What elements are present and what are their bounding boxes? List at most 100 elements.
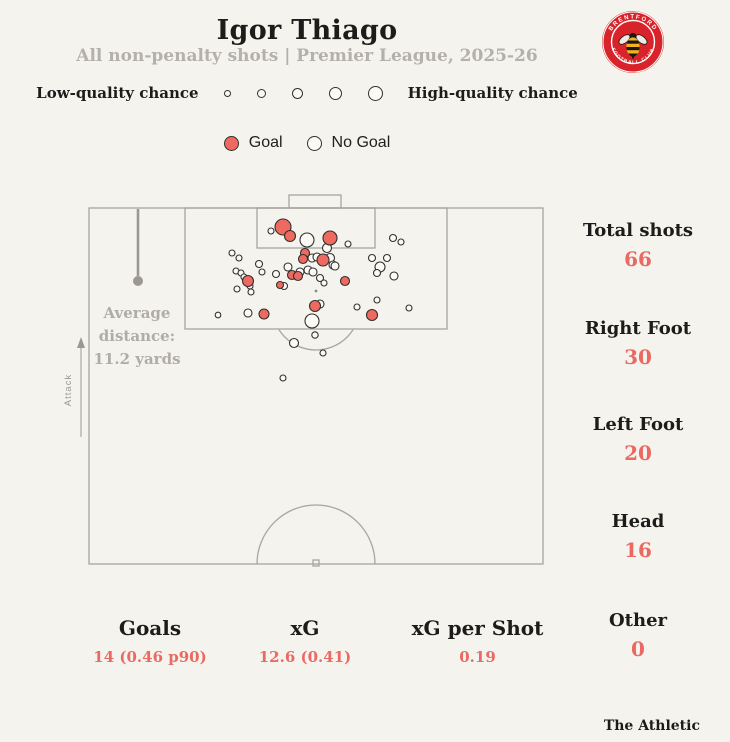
goal-dot-icon — [223, 135, 239, 151]
stat-label: Total shots — [582, 220, 694, 241]
page-title: Igor Thiago — [216, 15, 398, 46]
stat-label: xG per Shot — [411, 616, 544, 640]
shot-goal — [339, 275, 351, 287]
quality-size-circle — [223, 89, 231, 97]
quality-size-circle — [367, 85, 383, 101]
no-goal-label: No Goal — [331, 134, 391, 151]
shot-goal — [316, 253, 330, 267]
stat-label: xG — [290, 616, 320, 640]
outcome-legend: Goal No Goal — [0, 133, 614, 153]
shot-layer — [214, 218, 413, 382]
svg-text:Average: Average — [103, 304, 171, 322]
shot-no-goal — [283, 262, 293, 272]
attack-label: Attack — [63, 374, 74, 406]
stat-value: 12.6 (0.41) — [258, 648, 352, 666]
shot-no-goal — [228, 249, 236, 257]
shot-no-goal — [372, 268, 382, 278]
arrow-up-icon — [77, 337, 85, 348]
shot-goal — [275, 280, 285, 290]
shot-no-goal — [299, 232, 315, 248]
shot-no-goal — [373, 296, 381, 304]
stat-value: 14 (0.46 p90) — [93, 648, 207, 666]
penalty-spot — [314, 289, 318, 293]
shot-no-goal — [247, 288, 255, 296]
goal-frame — [288, 194, 342, 209]
stat-label: Head — [611, 511, 665, 532]
stat-label: Other — [608, 610, 668, 631]
stat-value: 0 — [631, 637, 645, 661]
shot-no-goal — [243, 308, 253, 318]
shot-goal — [308, 299, 322, 313]
shot-no-goal — [344, 240, 352, 248]
brentford-badge-icon: BRENTFORD FOOTBALL CLUB — [602, 11, 664, 73]
stat-value: 66 — [624, 247, 652, 271]
shot-no-goal — [388, 233, 398, 243]
shot-no-goal — [405, 304, 413, 312]
penalty-arc — [278, 329, 354, 351]
shot-no-goal — [258, 268, 266, 276]
shot-no-goal — [308, 267, 318, 277]
shot-goal — [292, 270, 304, 282]
shot-no-goal — [214, 311, 222, 319]
shot-no-goal — [288, 337, 300, 349]
stat-value: 16 — [624, 538, 652, 562]
shot-no-goal — [233, 285, 241, 293]
high-quality-label: High-quality chance — [407, 84, 578, 102]
shot-no-goal — [382, 253, 392, 263]
stat-left-foot: Left Foot 20 — [560, 414, 716, 465]
stat-other: Other 0 — [560, 610, 716, 661]
the-athletic-wordmark: The Athletic — [603, 718, 700, 734]
shot-no-goal — [319, 349, 327, 357]
shot-no-goal — [311, 331, 319, 339]
stat-value: 0.19 — [459, 648, 496, 666]
quality-size-circle — [256, 88, 266, 98]
bee-icon — [618, 32, 648, 60]
average-distance-dot — [133, 276, 143, 286]
stat-value: 30 — [624, 345, 652, 369]
six-yard-box — [256, 207, 376, 249]
shot-no-goal — [254, 259, 264, 269]
goal-label: Goal — [248, 134, 283, 151]
stat-value: 20 — [624, 441, 652, 465]
low-quality-label: Low-quality chance — [36, 84, 199, 102]
stat-label: Goals — [118, 616, 182, 640]
shot-no-goal — [330, 261, 340, 271]
stat-label: Left Foot — [592, 414, 684, 435]
shot-goal — [365, 308, 379, 322]
stat-head: Head 16 — [560, 511, 716, 562]
centre-circle — [256, 504, 376, 564]
page-subtitle: All non-penalty shots | Premier League, … — [76, 46, 538, 66]
quality-circles — [211, 85, 396, 101]
shot-no-goal — [367, 253, 377, 263]
shot-no-goal — [397, 238, 405, 246]
attack-arrow: Attack — [63, 337, 85, 437]
shot-goal — [322, 230, 338, 246]
shot-goal — [283, 229, 297, 243]
no-goal-dot-icon — [306, 135, 322, 151]
quality-size-circle — [291, 87, 303, 99]
stat-right-foot: Right Foot 30 — [560, 318, 716, 369]
svg-text:11.2 yards: 11.2 yards — [93, 350, 180, 368]
stat-xg: xG 12.6 (0.41) — [230, 616, 380, 666]
svg-text:distance:: distance: — [99, 327, 175, 345]
shot-no-goal — [315, 273, 325, 283]
stat-goals: Goals 14 (0.46 p90) — [73, 616, 227, 666]
shot-goal — [297, 253, 309, 265]
stat-total-shots: Total shots 66 — [560, 220, 716, 271]
shot-goal — [241, 274, 255, 288]
shot-goal — [258, 308, 270, 320]
average-distance-label: Average distance: 11.2 yards — [93, 304, 180, 368]
centre-mark — [312, 559, 320, 567]
stat-xg-per-shot: xG per Shot 0.19 — [395, 616, 560, 666]
shot-no-goal — [267, 227, 275, 235]
shot-no-goal — [271, 269, 281, 279]
quality-size-circle — [328, 86, 342, 100]
stat-label: Right Foot — [584, 318, 692, 339]
quality-legend: Low-quality chance High-quality chance — [0, 83, 614, 103]
shot-no-goal — [235, 254, 243, 262]
shot-no-goal — [304, 313, 320, 329]
shot-no-goal — [320, 279, 328, 287]
shot-no-goal — [353, 303, 361, 311]
